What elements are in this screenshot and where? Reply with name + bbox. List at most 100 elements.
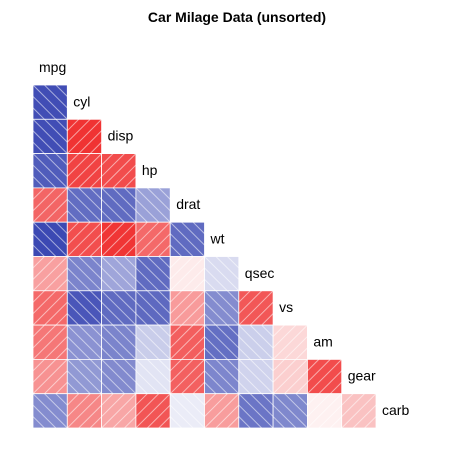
cell-hatch: [135, 359, 171, 394]
cell-hatch: [135, 187, 171, 223]
cell-drat-cyl: [66, 187, 103, 223]
cell-vs-hp: [135, 290, 171, 326]
cell-hatch: [101, 256, 136, 291]
cell-carb-qsec: [238, 393, 274, 429]
cell-hatch: [273, 325, 308, 360]
cell-carb-disp: [101, 393, 137, 429]
cell-hatch: [170, 290, 205, 326]
cell-hatch: [67, 153, 102, 188]
cell-hatch: [238, 393, 274, 429]
cell-hatch: [67, 222, 102, 257]
cell-am-disp: [101, 324, 137, 360]
cell-hatch: [101, 359, 136, 394]
cell-gear-am: [306, 358, 343, 395]
cell-hatch: [33, 359, 68, 394]
cell-gear-cyl: [66, 358, 103, 395]
cell-hatch: [238, 359, 274, 394]
cell-gear-mpg: [32, 358, 68, 395]
cell-hatch: [170, 393, 205, 429]
cell-vs-wt: [204, 290, 240, 326]
cell-hatch: [170, 359, 205, 394]
variable-label-carb: carb: [382, 402, 409, 418]
cell-hatch: [170, 222, 205, 257]
variable-label-cyl: cyl: [73, 93, 90, 109]
cell-am-hp: [135, 324, 171, 360]
correlogram-cells: [32, 84, 377, 429]
cell-carb-am: [306, 393, 343, 429]
cell-vs-disp: [101, 290, 137, 326]
cell-hatch: [204, 256, 239, 291]
variable-label-drat: drat: [176, 196, 200, 212]
cell-hatch: [67, 325, 102, 360]
cell-qsec-cyl: [66, 256, 103, 292]
cell-vs-mpg: [32, 290, 68, 326]
cell-gear-drat: [169, 358, 205, 395]
cell-hatch: [101, 290, 136, 326]
cell-hatch: [33, 325, 68, 360]
cell-hatch: [101, 325, 136, 360]
cell-hatch: [135, 393, 171, 429]
cell-drat-disp: [101, 187, 137, 223]
cell-am-wt: [204, 324, 240, 360]
cell-hatch: [204, 290, 239, 326]
cell-hatch: [33, 153, 68, 188]
cell-am-drat: [169, 324, 205, 360]
variable-label-hp: hp: [142, 162, 158, 178]
cell-qsec-disp: [101, 256, 137, 292]
cell-hatch: [135, 325, 171, 360]
cell-am-qsec: [238, 324, 274, 360]
cell-hatch: [170, 325, 205, 360]
cell-hatch: [101, 153, 136, 188]
variable-label-am: am: [313, 333, 332, 349]
variable-label-vs: vs: [279, 299, 293, 315]
cell-hatch: [33, 187, 68, 223]
cell-disp-cyl: [66, 118, 103, 155]
cell-hatch: [101, 187, 136, 223]
cell-hatch: [101, 393, 136, 429]
cell-hatch: [204, 325, 239, 360]
cell-hatch: [341, 393, 377, 429]
cell-hatch: [33, 119, 68, 154]
cell-carb-mpg: [32, 393, 68, 429]
cell-carb-wt: [204, 393, 240, 429]
cell-hatch: [307, 359, 342, 394]
cell-gear-disp: [101, 358, 137, 395]
cell-qsec-mpg: [32, 256, 68, 292]
cell-hatch: [33, 393, 68, 429]
variable-label-gear: gear: [348, 368, 376, 384]
cell-hatch: [238, 290, 274, 326]
cell-carb-drat: [169, 393, 205, 429]
cell-vs-cyl: [66, 290, 103, 326]
cell-hp-cyl: [66, 153, 103, 189]
cell-hatch: [135, 222, 171, 257]
cell-hatch: [67, 393, 102, 429]
cell-hatch: [67, 187, 102, 223]
cell-gear-hp: [135, 358, 171, 395]
variable-label-mpg: mpg: [39, 59, 66, 75]
cell-hatch: [204, 359, 239, 394]
cell-hatch: [273, 393, 308, 429]
variable-label-disp: disp: [108, 128, 134, 144]
cell-hatch: [170, 256, 205, 291]
cell-hatch: [67, 256, 102, 291]
cell-am-mpg: [32, 324, 68, 360]
cell-carb-hp: [135, 393, 171, 429]
cell-hatch: [67, 119, 102, 154]
cell-hatch: [307, 393, 342, 429]
cell-hatch: [33, 222, 68, 257]
cell-hatch: [135, 256, 171, 291]
cell-vs-qsec: [238, 290, 274, 326]
cell-hatch: [67, 290, 102, 326]
cell-hatch: [67, 359, 102, 394]
cell-hatch: [33, 290, 68, 326]
cell-wt-hp: [135, 221, 171, 257]
cell-disp-mpg: [32, 118, 68, 155]
variable-label-qsec: qsec: [245, 265, 275, 281]
cell-hatch: [273, 359, 308, 394]
cell-qsec-hp: [135, 256, 171, 292]
cell-cyl-mpg: [32, 84, 68, 120]
cell-carb-gear: [341, 393, 377, 429]
variable-labels: mpg cyl disp hp drat wt qsec vs am gear carb: [39, 59, 409, 418]
cell-hatch: [204, 393, 239, 429]
